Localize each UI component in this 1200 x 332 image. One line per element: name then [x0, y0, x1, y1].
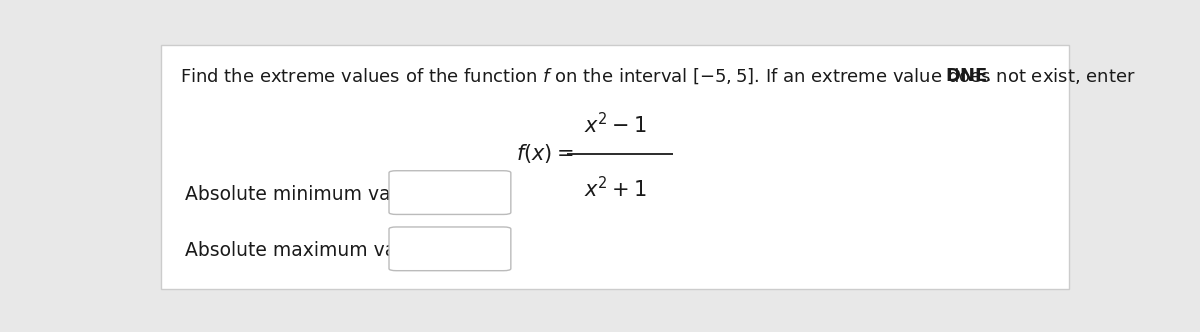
FancyBboxPatch shape: [161, 45, 1069, 289]
Text: DNE: DNE: [946, 67, 988, 85]
Text: Absolute maximum value:: Absolute maximum value:: [185, 241, 432, 260]
Text: $x^2-1$: $x^2-1$: [583, 112, 647, 137]
FancyBboxPatch shape: [389, 227, 511, 271]
FancyBboxPatch shape: [389, 171, 511, 214]
Text: .: .: [980, 67, 992, 85]
Text: $f(x) =$: $f(x) =$: [516, 142, 574, 165]
Text: Absolute minimum value:: Absolute minimum value:: [185, 185, 426, 204]
Text: $x^2+1$: $x^2+1$: [583, 176, 647, 201]
Text: Find the extreme values of the function $f$ on the interval $[-5, 5]$. If an ext: Find the extreme values of the function …: [180, 67, 1135, 86]
